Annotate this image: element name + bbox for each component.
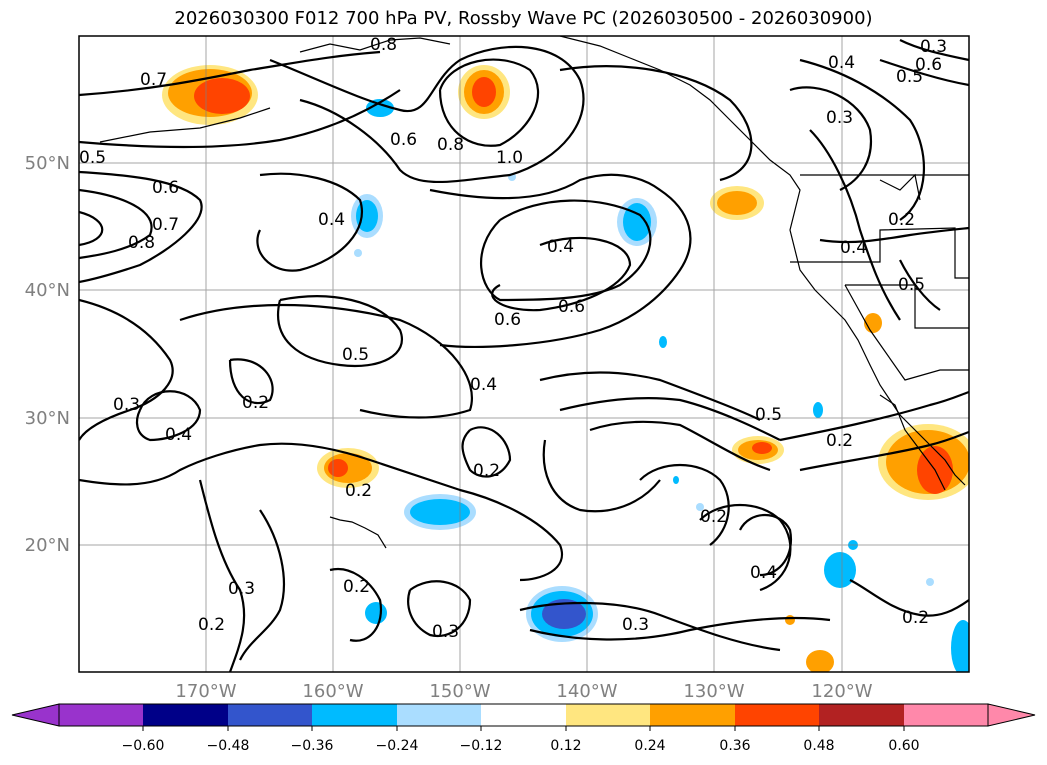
negative-anomaly-45n: [351, 194, 383, 257]
colorbar-tick-label: −0.24: [376, 738, 419, 754]
contour-label: 0.2: [700, 507, 727, 527]
contour-label: 0.4: [750, 563, 777, 583]
colorbar-tick-label: 0.36: [719, 738, 750, 754]
colorbar-tick-label: −0.48: [207, 738, 250, 754]
positive-anomaly-south: [785, 615, 834, 672]
contour-label: 0.2: [902, 608, 929, 628]
positive-anomaly-30n: [732, 436, 784, 464]
pv-contours: [79, 39, 969, 672]
contour-label: 0.6: [152, 178, 179, 198]
colorbar-tick-label: 0.12: [550, 738, 581, 754]
negative-anomaly-23n: [404, 494, 476, 530]
latitude-labels: 50°N 40°N 30°N 20°N: [25, 153, 70, 556]
colorbar-segment: [59, 704, 143, 726]
contour-label: 0.4: [828, 53, 855, 73]
colorbar-segment: [397, 704, 481, 726]
colorbar-segment: [904, 704, 988, 726]
contour-label: 0.6: [390, 130, 417, 150]
colorbar-segment: [735, 704, 819, 726]
contour-labels: 0.7 0.5 0.6 0.8 0.7 0.8 0.6 0.8 1.0 0.4 …: [79, 35, 947, 642]
lon-label: 150°W: [429, 681, 490, 702]
contour-label: 0.5: [896, 67, 923, 87]
colorbar-tick-label: −0.36: [291, 738, 334, 754]
lon-label: 160°W: [302, 681, 363, 702]
contour-label: 0.4: [470, 375, 497, 395]
contour-label: 0.2: [826, 431, 853, 451]
colorbar: −0.60 −0.48 −0.36 −0.24 −0.12 0.12 0.24 …: [11, 703, 1036, 754]
longitude-labels: 170°W 160°W 150°W 140°W 130°W 120°W: [175, 681, 872, 702]
positive-anomaly-coast-n: [710, 186, 764, 220]
lon-label: 170°W: [175, 681, 236, 702]
lon-label: 120°W: [811, 681, 872, 702]
contour-label: 0.6: [915, 55, 942, 75]
positive-anomaly-n: [458, 65, 510, 119]
colorbar-segment: [819, 704, 904, 726]
contour-label: 0.2: [343, 577, 370, 597]
lon-label: 130°W: [683, 681, 744, 702]
contour-label: 0.5: [755, 405, 782, 425]
negative-anomaly-north: [366, 99, 394, 117]
colorbar-tick-label: −0.60: [122, 738, 165, 754]
colorbar-tick-label: −0.12: [460, 738, 503, 754]
contour-label: 0.8: [370, 35, 397, 55]
contour-label: 0.5: [79, 148, 106, 168]
coastlines: [99, 36, 969, 549]
colorbar-segment: [650, 704, 735, 726]
contour-label: 1.0: [496, 148, 523, 168]
colorbar-segment: [143, 704, 228, 726]
positive-anomaly-nw: [162, 65, 258, 125]
colorbar-tick-label: 0.48: [803, 738, 834, 754]
colorbar-segment: [228, 704, 312, 726]
contour-label: 0.7: [140, 70, 167, 90]
lat-label: 30°N: [25, 408, 70, 429]
contour-label: 0.2: [345, 481, 372, 501]
lat-label: 40°N: [25, 280, 70, 301]
contour-label: 0.3: [228, 579, 255, 599]
map-title: 2026030300 F012 700 hPa PV, Rossby Wave …: [174, 8, 873, 29]
colorbar-segment: [312, 704, 397, 726]
contour-label: 0.3: [826, 108, 853, 128]
contour-label: 0.4: [318, 210, 345, 230]
lat-label: 50°N: [25, 153, 70, 174]
contour-label: 0.3: [113, 395, 140, 415]
contour-label: 0.6: [558, 297, 585, 317]
gridlines: [79, 36, 969, 672]
lon-label: 140°W: [556, 681, 617, 702]
contour-label: 0.3: [432, 622, 459, 642]
contour-label: 0.4: [547, 237, 574, 257]
contour-label: 0.8: [128, 233, 155, 253]
contour-label: 0.2: [888, 210, 915, 230]
contour-label: 0.6: [494, 310, 521, 330]
contour-label: 0.7: [152, 215, 179, 235]
map-frame: [78, 35, 970, 673]
contour-label: 0.2: [473, 461, 500, 481]
lat-label: 20°N: [25, 535, 70, 556]
contour-label: 0.3: [920, 37, 947, 57]
colorbar-segment: [566, 704, 650, 726]
contour-label: 0.4: [840, 238, 867, 258]
colorbar-tick-label: 0.60: [888, 738, 919, 754]
positive-anomaly-baja: [878, 424, 969, 500]
colorbar-segment: [481, 704, 566, 726]
contour-label: 0.4: [165, 425, 192, 445]
contour-label: 0.5: [342, 345, 369, 365]
negative-anomaly-small: [365, 173, 969, 672]
contour-label: 0.3: [622, 615, 649, 635]
colorbar-tick-label: 0.24: [634, 738, 665, 754]
contour-label: 0.5: [898, 275, 925, 295]
colorbar-extend-max: [987, 703, 1036, 727]
contour-label: 0.2: [198, 615, 225, 635]
contour-label: 0.2: [242, 393, 269, 413]
colorbar-extend-min: [11, 703, 60, 727]
contour-label: 0.8: [437, 135, 464, 155]
